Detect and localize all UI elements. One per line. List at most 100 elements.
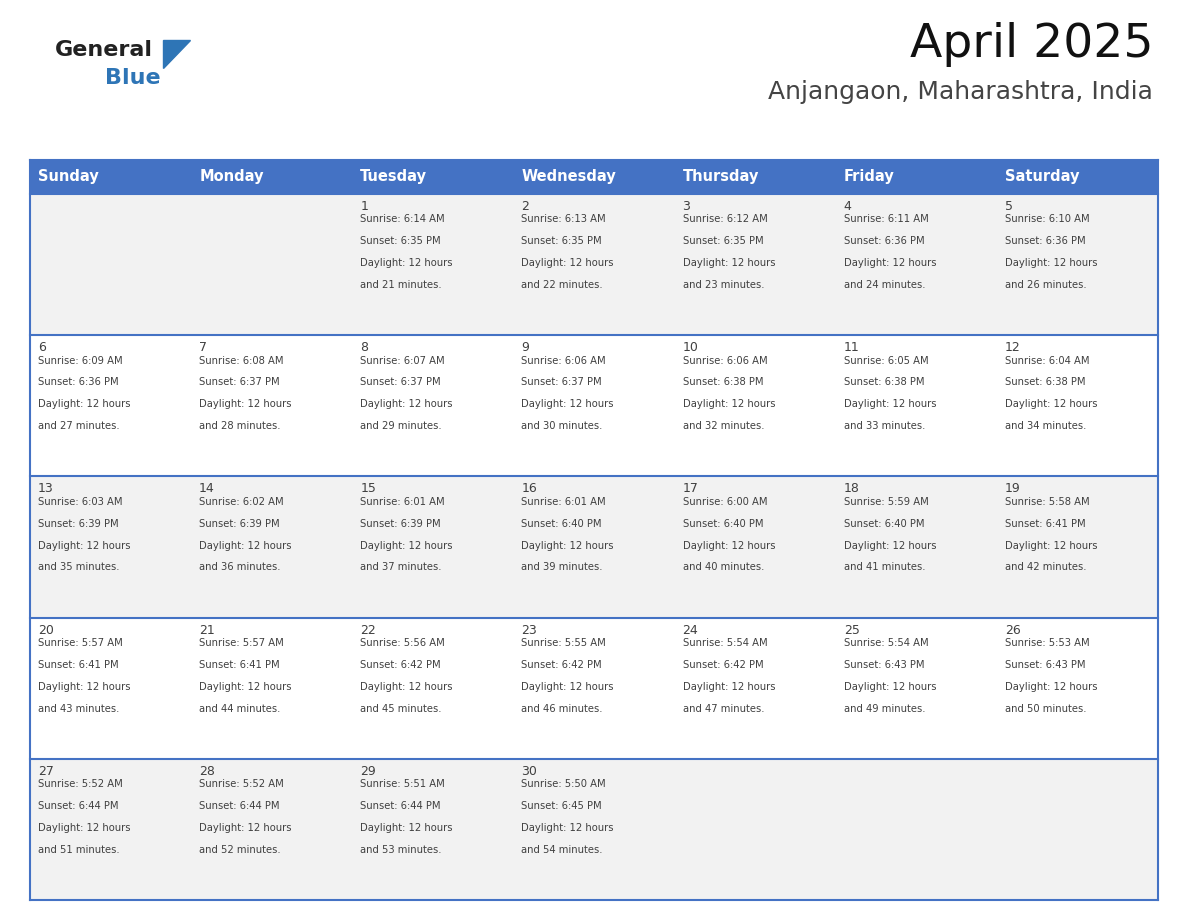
Text: and 53 minutes.: and 53 minutes.: [360, 845, 442, 855]
Text: and 43 minutes.: and 43 minutes.: [38, 704, 119, 713]
Text: Sunrise: 6:05 AM: Sunrise: 6:05 AM: [843, 355, 928, 365]
Text: Daylight: 12 hours: Daylight: 12 hours: [843, 258, 936, 268]
Text: and 23 minutes.: and 23 minutes.: [683, 280, 764, 290]
Text: Sunrise: 5:50 AM: Sunrise: 5:50 AM: [522, 779, 606, 789]
Text: Sunset: 6:40 PM: Sunset: 6:40 PM: [683, 519, 763, 529]
Text: 16: 16: [522, 482, 537, 496]
Text: 27: 27: [38, 765, 53, 778]
Bar: [353, 160, 513, 194]
Text: Sunset: 6:41 PM: Sunset: 6:41 PM: [200, 660, 279, 670]
Text: Sunrise: 5:55 AM: Sunrise: 5:55 AM: [522, 638, 606, 648]
Text: and 29 minutes.: and 29 minutes.: [360, 421, 442, 431]
Text: Daylight: 12 hours: Daylight: 12 hours: [683, 682, 775, 692]
Text: Sunrise: 5:54 AM: Sunrise: 5:54 AM: [683, 638, 767, 648]
Text: Sunrise: 6:04 AM: Sunrise: 6:04 AM: [1005, 355, 1089, 365]
Text: 19: 19: [1005, 482, 1020, 496]
Text: Sunrise: 5:56 AM: Sunrise: 5:56 AM: [360, 638, 446, 648]
Text: 1: 1: [360, 200, 368, 213]
Text: 23: 23: [522, 623, 537, 636]
Text: Sunrise: 5:59 AM: Sunrise: 5:59 AM: [843, 497, 929, 507]
Text: and 22 minutes.: and 22 minutes.: [522, 280, 604, 290]
Text: 11: 11: [843, 341, 859, 354]
Text: Sunrise: 6:10 AM: Sunrise: 6:10 AM: [1005, 215, 1089, 224]
Text: and 46 minutes.: and 46 minutes.: [522, 704, 604, 713]
Text: Daylight: 12 hours: Daylight: 12 hours: [200, 823, 291, 833]
Text: and 35 minutes.: and 35 minutes.: [38, 563, 120, 573]
Text: and 26 minutes.: and 26 minutes.: [1005, 280, 1087, 290]
Text: 21: 21: [200, 623, 215, 636]
Text: Daylight: 12 hours: Daylight: 12 hours: [522, 399, 614, 409]
Text: Sunrise: 6:14 AM: Sunrise: 6:14 AM: [360, 215, 446, 224]
Text: 28: 28: [200, 765, 215, 778]
Bar: [997, 160, 1158, 194]
Bar: [30, 194, 1158, 335]
Text: Sunrise: 6:01 AM: Sunrise: 6:01 AM: [360, 497, 446, 507]
Text: 12: 12: [1005, 341, 1020, 354]
Text: Daylight: 12 hours: Daylight: 12 hours: [200, 541, 291, 551]
Text: Daylight: 12 hours: Daylight: 12 hours: [360, 399, 453, 409]
Text: 15: 15: [360, 482, 377, 496]
Text: Daylight: 12 hours: Daylight: 12 hours: [200, 682, 291, 692]
Text: Sunset: 6:40 PM: Sunset: 6:40 PM: [843, 519, 924, 529]
Text: Sunrise: 5:57 AM: Sunrise: 5:57 AM: [38, 638, 122, 648]
Text: Friday: Friday: [843, 170, 895, 185]
Text: Daylight: 12 hours: Daylight: 12 hours: [522, 541, 614, 551]
Text: Monday: Monday: [200, 170, 264, 185]
Text: Daylight: 12 hours: Daylight: 12 hours: [1005, 258, 1098, 268]
Text: Sunrise: 5:57 AM: Sunrise: 5:57 AM: [200, 638, 284, 648]
Text: 10: 10: [683, 341, 699, 354]
Text: and 40 minutes.: and 40 minutes.: [683, 563, 764, 573]
Text: Daylight: 12 hours: Daylight: 12 hours: [1005, 682, 1098, 692]
Text: Sunday: Sunday: [38, 170, 99, 185]
Text: Daylight: 12 hours: Daylight: 12 hours: [1005, 541, 1098, 551]
Text: Sunset: 6:36 PM: Sunset: 6:36 PM: [38, 377, 119, 387]
Text: and 49 minutes.: and 49 minutes.: [843, 704, 925, 713]
Text: Sunrise: 6:06 AM: Sunrise: 6:06 AM: [683, 355, 767, 365]
Text: Sunset: 6:35 PM: Sunset: 6:35 PM: [360, 236, 441, 246]
Text: Sunset: 6:37 PM: Sunset: 6:37 PM: [200, 377, 279, 387]
Text: Daylight: 12 hours: Daylight: 12 hours: [843, 682, 936, 692]
Text: Sunrise: 5:52 AM: Sunrise: 5:52 AM: [200, 779, 284, 789]
Text: 6: 6: [38, 341, 46, 354]
Text: Sunrise: 6:09 AM: Sunrise: 6:09 AM: [38, 355, 122, 365]
Text: Sunrise: 6:11 AM: Sunrise: 6:11 AM: [843, 215, 929, 224]
Text: Sunset: 6:37 PM: Sunset: 6:37 PM: [522, 377, 602, 387]
Text: and 50 minutes.: and 50 minutes.: [1005, 704, 1086, 713]
Text: Sunrise: 6:12 AM: Sunrise: 6:12 AM: [683, 215, 767, 224]
Text: 17: 17: [683, 482, 699, 496]
Text: April 2025: April 2025: [910, 22, 1154, 67]
Bar: [30, 759, 1158, 900]
Text: Daylight: 12 hours: Daylight: 12 hours: [522, 258, 614, 268]
Text: Sunset: 6:42 PM: Sunset: 6:42 PM: [683, 660, 763, 670]
Text: Daylight: 12 hours: Daylight: 12 hours: [683, 399, 775, 409]
Text: Anjangaon, Maharashtra, India: Anjangaon, Maharashtra, India: [769, 80, 1154, 104]
Text: and 30 minutes.: and 30 minutes.: [522, 421, 602, 431]
Bar: [191, 160, 353, 194]
Text: and 47 minutes.: and 47 minutes.: [683, 704, 764, 713]
Text: 5: 5: [1005, 200, 1013, 213]
Text: Sunrise: 5:51 AM: Sunrise: 5:51 AM: [360, 779, 446, 789]
Text: Sunset: 6:39 PM: Sunset: 6:39 PM: [360, 519, 441, 529]
Text: Sunset: 6:35 PM: Sunset: 6:35 PM: [522, 236, 602, 246]
Bar: [30, 160, 191, 194]
Text: and 37 minutes.: and 37 minutes.: [360, 563, 442, 573]
Text: Saturday: Saturday: [1005, 170, 1080, 185]
Text: Sunrise: 5:53 AM: Sunrise: 5:53 AM: [1005, 638, 1089, 648]
Text: Sunset: 6:42 PM: Sunset: 6:42 PM: [522, 660, 602, 670]
Text: Daylight: 12 hours: Daylight: 12 hours: [360, 823, 453, 833]
Text: Sunset: 6:43 PM: Sunset: 6:43 PM: [843, 660, 924, 670]
Text: Daylight: 12 hours: Daylight: 12 hours: [360, 682, 453, 692]
Text: 3: 3: [683, 200, 690, 213]
Text: Sunset: 6:37 PM: Sunset: 6:37 PM: [360, 377, 441, 387]
Text: and 24 minutes.: and 24 minutes.: [843, 280, 925, 290]
Bar: [675, 160, 835, 194]
Text: Sunset: 6:41 PM: Sunset: 6:41 PM: [38, 660, 119, 670]
Text: Sunset: 6:44 PM: Sunset: 6:44 PM: [200, 801, 279, 812]
Text: 18: 18: [843, 482, 860, 496]
Text: Sunrise: 6:08 AM: Sunrise: 6:08 AM: [200, 355, 284, 365]
Text: Sunrise: 5:54 AM: Sunrise: 5:54 AM: [843, 638, 928, 648]
Text: and 32 minutes.: and 32 minutes.: [683, 421, 764, 431]
Text: Sunset: 6:39 PM: Sunset: 6:39 PM: [200, 519, 279, 529]
Text: Daylight: 12 hours: Daylight: 12 hours: [843, 399, 936, 409]
Text: Sunset: 6:38 PM: Sunset: 6:38 PM: [1005, 377, 1086, 387]
